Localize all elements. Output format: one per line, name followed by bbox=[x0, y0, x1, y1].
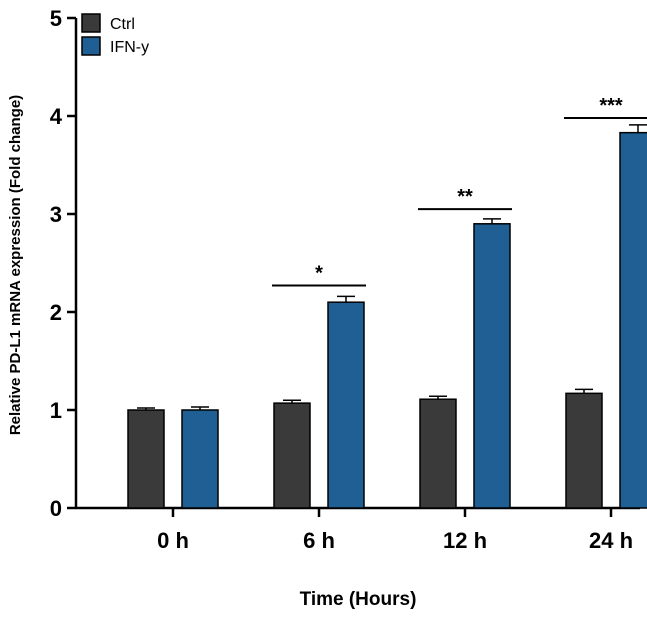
y-tick-label: 2 bbox=[50, 300, 62, 325]
bar-ifn-6h bbox=[327, 301, 365, 509]
bar-ctrl-12h bbox=[419, 398, 457, 509]
bar-ifn-0h bbox=[181, 409, 219, 509]
legend-label-ctrl: Ctrl bbox=[110, 16, 135, 33]
x-tick-label: 12 h bbox=[443, 528, 487, 553]
significance-group: ****** bbox=[272, 95, 647, 287]
x-tick-label: 0 h bbox=[157, 528, 189, 553]
y-tick-label: 1 bbox=[50, 398, 62, 423]
y-tick-label: 0 bbox=[50, 496, 62, 521]
bars-group bbox=[127, 124, 647, 509]
legend-swatch-ctrl bbox=[81, 13, 101, 33]
x-axis-title: Time (Hours) bbox=[300, 589, 417, 610]
y-tick-label: 3 bbox=[50, 202, 62, 227]
axes-group: 0 1 2 3 4 5 0 h 6 h 12 h 24 h bbox=[50, 6, 640, 553]
y-tick-label: 5 bbox=[50, 6, 62, 31]
y-tick-label: 4 bbox=[50, 104, 63, 129]
significance-label: ** bbox=[457, 186, 473, 208]
bar-ctrl-6h bbox=[273, 402, 311, 509]
x-tick-label: 6 h bbox=[303, 528, 335, 553]
legend-swatch-ifn bbox=[81, 36, 101, 56]
legend-label-ifn: IFN-y bbox=[110, 39, 149, 56]
significance-label: *** bbox=[599, 95, 623, 117]
bar-ctrl-24h bbox=[565, 392, 603, 509]
bar-ctrl-0h bbox=[127, 409, 165, 509]
x-tick-label: 24 h bbox=[589, 528, 633, 553]
y-axis-title: Relative PD-L1 mRNA expression (Fold cha… bbox=[7, 95, 24, 435]
bar-ifn-12h bbox=[473, 223, 511, 509]
legend: Ctrl IFN-y bbox=[81, 13, 149, 56]
bar-ifn-24h bbox=[619, 131, 647, 509]
significance-label: * bbox=[315, 263, 323, 285]
